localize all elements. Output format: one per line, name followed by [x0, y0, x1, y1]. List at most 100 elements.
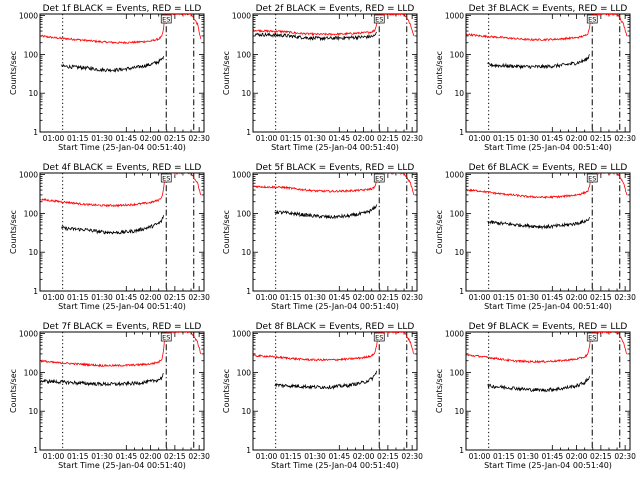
x-tick-label: 01:00 — [256, 134, 278, 143]
y-tick-label: 100 — [24, 50, 39, 59]
x-tick-label: 02:30 — [614, 134, 636, 143]
y-axis-label: Counts/sec — [435, 51, 444, 95]
series-line-events — [61, 215, 164, 235]
x-tick-label: 01:15 — [493, 452, 515, 461]
y-tick-label: 10 — [454, 407, 464, 416]
x-tick-label: 02:00 — [140, 134, 162, 143]
y-tick-label: 10 — [28, 89, 38, 98]
x-tick-label: 02:15 — [164, 293, 186, 302]
x-tick-label: 02:30 — [614, 452, 636, 461]
y-tick-label: 100 — [24, 368, 39, 377]
y-tick-label: 10 — [241, 89, 251, 98]
es-annotation-box — [160, 332, 172, 342]
series-line-lld — [466, 332, 628, 364]
x-tick-label: 02:00 — [140, 452, 162, 461]
es-annotation-box — [373, 173, 385, 183]
y-tick-label: 1000 — [445, 12, 464, 21]
x-tick-label: 01:30 — [304, 134, 326, 143]
x-axis-label: Start Time (25-Jan-04 00:51:40) — [484, 143, 612, 152]
chart-title: Det 8f BLACK = Events, RED = LLD — [256, 322, 415, 332]
plot-frame — [252, 13, 418, 133]
x-tick-label: 02:30 — [188, 452, 210, 461]
es-annotation: ES — [375, 175, 383, 183]
y-tick-label: 1000 — [19, 330, 38, 339]
series-line-lld — [466, 173, 628, 200]
x-tick-label: 02:00 — [353, 293, 375, 302]
x-tick-label: 02:00 — [566, 134, 588, 143]
es-annotation: ES — [162, 16, 170, 24]
series-line-events — [40, 372, 164, 387]
y-tick-label: 1 — [246, 287, 251, 296]
x-tick-label: 01:00 — [469, 452, 491, 461]
x-tick-label: 01:45 — [116, 293, 138, 302]
y-tick-label: 10 — [241, 248, 251, 257]
series-line-lld — [40, 332, 202, 368]
series-line-lld — [40, 14, 202, 45]
x-tick-label: 02:00 — [353, 452, 375, 461]
y-tick-label: 100 — [24, 209, 39, 218]
es-annotation-box — [160, 14, 172, 24]
series-line-events — [274, 370, 377, 390]
x-tick-label: 02:15 — [590, 452, 612, 461]
x-tick-label: 01:30 — [304, 452, 326, 461]
y-tick-label: 100 — [450, 50, 465, 59]
x-axis-label: Start Time (25-Jan-04 00:51:40) — [484, 461, 612, 470]
y-tick-label: 10 — [241, 407, 251, 416]
x-tick-label: 01:00 — [43, 134, 65, 143]
y-axis-label: Counts/sec — [9, 210, 18, 254]
chart-panel-8: Det 8f BLACK = Events, RED = LLD 1 10 100 10… — [222, 322, 423, 470]
x-tick-label: 02:00 — [353, 134, 375, 143]
x-tick-label: 01:45 — [542, 452, 564, 461]
x-tick-label: 02:15 — [590, 134, 612, 143]
plot-frame — [465, 13, 631, 133]
y-tick-label: 1000 — [232, 12, 251, 21]
x-tick-label: 01:30 — [91, 293, 113, 302]
x-tick-label: 01:30 — [91, 134, 113, 143]
y-tick-label: 1 — [246, 446, 251, 455]
chart-panel-9: Det 9f BLACK = Events, RED = LLD 1 10 100 10… — [435, 322, 636, 470]
plot-frame — [252, 172, 418, 292]
series-line-events — [487, 376, 590, 393]
x-tick-label: 01:15 — [280, 293, 302, 302]
plot-frame — [39, 13, 205, 133]
y-tick-label: 1 — [33, 446, 38, 455]
chart-panel-5: Det 5f BLACK = Events, RED = LLD 1 10 100 10… — [222, 163, 423, 311]
y-tick-label: 1 — [33, 128, 38, 137]
x-tick-label: 02:30 — [401, 293, 423, 302]
series-line-lld — [40, 173, 202, 208]
es-annotation: ES — [588, 175, 596, 183]
x-tick-label: 01:30 — [517, 134, 539, 143]
x-tick-label: 02:30 — [188, 134, 210, 143]
plot-frame — [252, 331, 418, 451]
x-tick-label: 01:15 — [67, 134, 89, 143]
y-tick-label: 1000 — [19, 171, 38, 180]
x-tick-label: 02:15 — [590, 293, 612, 302]
x-tick-label: 02:30 — [614, 293, 636, 302]
y-tick-label: 1 — [459, 128, 464, 137]
y-tick-label: 10 — [28, 248, 38, 257]
plot-frame — [39, 172, 205, 292]
x-tick-label: 01:00 — [256, 293, 278, 302]
chart-panel-3: Det 3f BLACK = Events, RED = LLD 1 10 100 10… — [435, 4, 636, 152]
x-tick-label: 01:00 — [256, 452, 278, 461]
x-tick-label: 01:15 — [67, 452, 89, 461]
y-tick-label: 1 — [459, 446, 464, 455]
y-tick-label: 100 — [450, 368, 465, 377]
x-tick-label: 01:45 — [329, 293, 351, 302]
chart-panel-4: Det 4f BLACK = Events, RED = LLD 1 10 100 10… — [9, 163, 210, 311]
x-axis-label: Start Time (25-Jan-04 00:51:40) — [484, 302, 612, 311]
y-tick-label: 1000 — [232, 330, 251, 339]
y-axis-label: Counts/sec — [435, 369, 444, 413]
y-axis-label: Counts/sec — [9, 369, 18, 413]
es-annotation-box — [373, 332, 385, 342]
x-tick-label: 01:45 — [116, 452, 138, 461]
es-annotation: ES — [162, 175, 170, 183]
es-annotation-box — [373, 14, 385, 24]
plot-frame — [465, 172, 631, 292]
y-tick-label: 100 — [237, 368, 252, 377]
series-line-lld — [253, 332, 415, 362]
chart-panel-1: Det 1f BLACK = Events, RED = LLD 1 10 100 10… — [9, 4, 210, 152]
es-annotation: ES — [375, 334, 383, 342]
x-axis-label: Start Time (25-Jan-04 00:51:40) — [271, 461, 399, 470]
